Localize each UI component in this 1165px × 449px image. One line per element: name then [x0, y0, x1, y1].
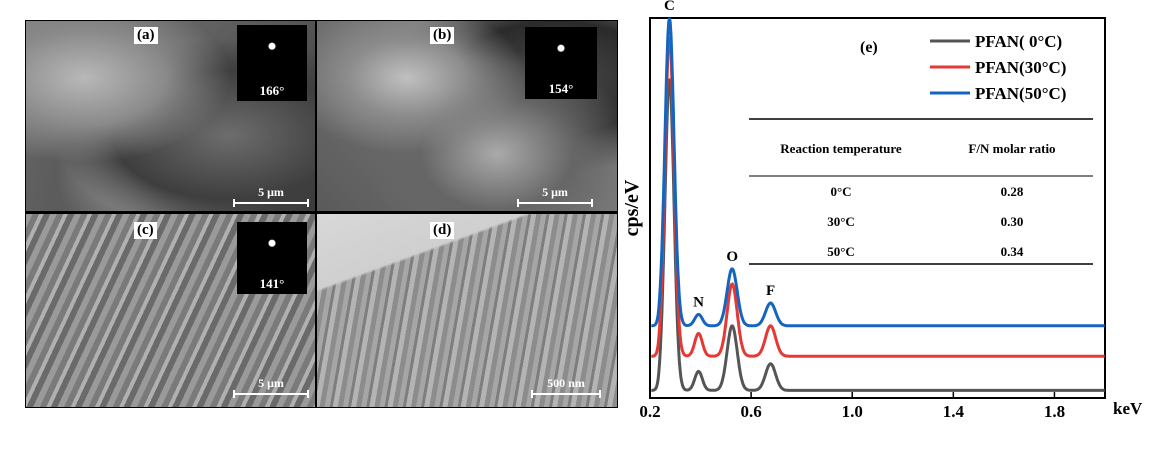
micrograph-grid: (a) 166° 5 μm (b) 154° 5 μm (c)	[25, 20, 618, 408]
contact-angle-inset-b: 154°	[525, 27, 597, 99]
table-cell: 50°C	[827, 244, 855, 259]
table-cell: 0.34	[1001, 244, 1024, 259]
scale-bar-label: 500 nm	[547, 376, 585, 390]
contact-angle-inset-a: 166°	[237, 25, 307, 101]
peak-label: C	[664, 0, 675, 14]
table-cell: 0.30	[1001, 214, 1024, 229]
plot-frame	[649, 17, 1106, 399]
x-tick-label: 1.0	[842, 402, 863, 421]
legend-label-30c: PFAN(30°C)	[975, 58, 1066, 77]
series-layer	[651, 17, 1105, 392]
scale-bar-line	[233, 199, 309, 207]
scale-bar-line	[233, 390, 309, 398]
sem-panel-c: (c) 141° 5 μm	[26, 214, 315, 407]
peak-labels: C N O F	[664, 0, 775, 310]
scale-bar-label: 5 μm	[258, 185, 284, 199]
y-axis-label: cps/eV	[621, 179, 643, 236]
water-droplet-icon	[539, 33, 583, 71]
x-axis-label: keV	[1113, 399, 1143, 418]
x-tick-label: 1.4	[943, 402, 965, 421]
series-line	[651, 36, 1105, 358]
series-line	[651, 78, 1105, 392]
table-cell: 0.28	[1001, 184, 1024, 199]
legend: PFAN( 0°C) PFAN(30°C) PFAN(50°C)	[930, 32, 1066, 103]
water-droplet-icon	[250, 228, 294, 266]
x-tick-label: 0.2	[639, 402, 660, 421]
panel-label-e: (e)	[860, 39, 878, 56]
legend-label-0c: PFAN( 0°C)	[975, 32, 1062, 51]
scale-bar-b: 5 μm	[517, 185, 593, 207]
panel-label-a: (a)	[134, 27, 158, 44]
peak-label: O	[726, 249, 738, 265]
series-line	[651, 17, 1105, 328]
peak-label: N	[693, 294, 704, 310]
panel-label-c: (c)	[134, 222, 157, 239]
scale-bar-line	[531, 390, 601, 398]
sem-panel-b: (b) 154° 5 μm	[317, 21, 617, 211]
scale-bar-c: 5 μm	[233, 376, 309, 398]
peak-label: F	[766, 283, 775, 299]
x-axis: 0.2 0.6 1.0 1.4 1.8	[639, 392, 1065, 421]
tem-panel-d: (d) 500 nm	[317, 214, 617, 407]
panel-label-d: (d)	[430, 222, 455, 239]
contact-angle-value: 166°	[259, 83, 285, 98]
scale-bar-label: 5 μm	[542, 185, 568, 199]
scale-bar-line	[517, 199, 593, 207]
legend-label-50c: PFAN(50°C)	[975, 84, 1066, 103]
table-header-temperature: Reaction temperature	[780, 141, 902, 156]
contact-angle-value: 141°	[259, 276, 285, 291]
table-cell: 30°C	[827, 214, 855, 229]
ratio-table: Reaction temperature F/N molar ratio 0°C…	[749, 118, 1093, 265]
table-cell: 0°C	[830, 184, 851, 199]
water-droplet-icon	[250, 31, 294, 69]
contact-angle-inset-c: 141°	[237, 222, 307, 294]
x-tick-label: 0.6	[740, 402, 761, 421]
panel-label-b: (b)	[430, 27, 455, 44]
scale-bar-a: 5 μm	[233, 185, 309, 207]
x-tick-label: 1.8	[1044, 402, 1065, 421]
scale-bar-label: 5 μm	[258, 376, 284, 390]
table-header-ratio: F/N molar ratio	[968, 141, 1055, 156]
scale-bar-d: 500 nm	[531, 376, 601, 398]
contact-angle-value: 154°	[548, 81, 574, 96]
sem-panel-a: (a) 166° 5 μm	[26, 21, 315, 211]
